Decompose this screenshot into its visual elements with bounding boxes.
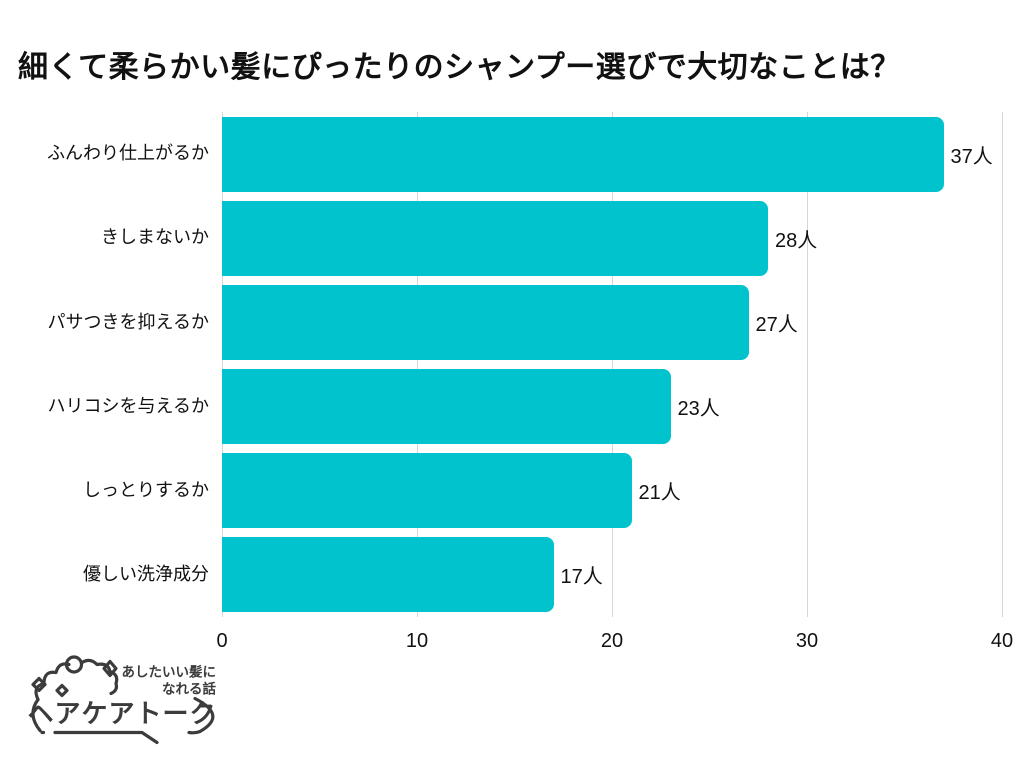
plot-gridlines: [222, 112, 1003, 617]
bar: [222, 116, 944, 192]
sparkle-diamond-icon: [102, 659, 118, 678]
bar-track: 28人: [222, 196, 1002, 280]
category-label: しっとりするか: [83, 479, 209, 500]
x-tick-label: 20: [600, 630, 624, 652]
category-label: きしまないか: [101, 227, 209, 248]
category-label: パサつきを抑えるか: [47, 311, 209, 332]
value-label: 37人: [950, 145, 993, 168]
bar-row: きしまないか 28人: [0, 196, 1024, 280]
bar-row: しっとりするか 21人: [0, 449, 1024, 533]
value-label: 23人: [677, 398, 720, 421]
sparkle-diamond-icon: [55, 683, 69, 698]
bar: [222, 369, 671, 445]
value-label: 21人: [638, 482, 681, 505]
gridline-30: [807, 112, 808, 617]
bar: [222, 200, 768, 276]
x-tick-label: 0: [216, 630, 228, 652]
bar: [222, 284, 749, 360]
bar: [222, 537, 554, 613]
category-label: 優しい洗浄成分: [83, 564, 209, 585]
bar-track: 27人: [222, 280, 1002, 364]
logo-tagline-line2: なれる話: [162, 681, 216, 697]
x-axis: 0 10 20 30 40: [216, 624, 1013, 658]
x-tick-label: 40: [990, 630, 1014, 652]
bar-row: 優しい洗浄成分 17人: [0, 533, 1024, 617]
bar-chart: ふんわり仕上がるか 37人 きしまないか 28人 パサつきを抑えるか 27人: [0, 112, 1024, 652]
gridline-20: [612, 112, 613, 617]
gridline-40: [1002, 112, 1003, 617]
bar-row: ふんわり仕上がるか 37人: [0, 112, 1024, 196]
bar-track: 37人: [222, 112, 1002, 196]
bar-row: パサつきを抑えるか 27人: [0, 280, 1024, 364]
x-tick-label: 10: [405, 630, 429, 652]
bar-row: ハリコシを与えるか 23人: [0, 365, 1024, 449]
bar-track: 17人: [222, 533, 1002, 617]
value-label: 17人: [560, 566, 603, 589]
bar-track: 23人: [222, 365, 1002, 449]
category-label: ふんわり仕上がるか: [47, 143, 209, 164]
value-label: 27人: [755, 313, 798, 336]
brand-logo: ヘアケアトーク あしたいい髪に なれる話: [22, 650, 237, 758]
x-tick-label: 30: [795, 630, 819, 652]
logo-tagline-line1: あしたいい髪に: [122, 664, 217, 680]
category-label: ハリコシを与えるか: [47, 395, 209, 416]
gridline-0: [222, 112, 223, 617]
value-label: 28人: [775, 229, 818, 252]
bar-rows: ふんわり仕上がるか 37人 きしまないか 28人 パサつきを抑えるか 27人: [0, 112, 1024, 617]
logo-brand-text: ヘアケアトーク: [27, 699, 216, 729]
bar: [222, 453, 632, 529]
bubble-circle-icon: [64, 655, 84, 674]
gridline-10: [417, 112, 418, 617]
speech-bubble-logo-icon: ヘアケアトーク あしたいい髪に なれる話: [27, 655, 217, 745]
page-title: 細くて柔らかい髪にぴったりのシャンプー選びで大切なことは？: [18, 51, 901, 84]
sparkle-diamond-icon: [31, 676, 47, 693]
bar-track: 21人: [222, 449, 1002, 533]
